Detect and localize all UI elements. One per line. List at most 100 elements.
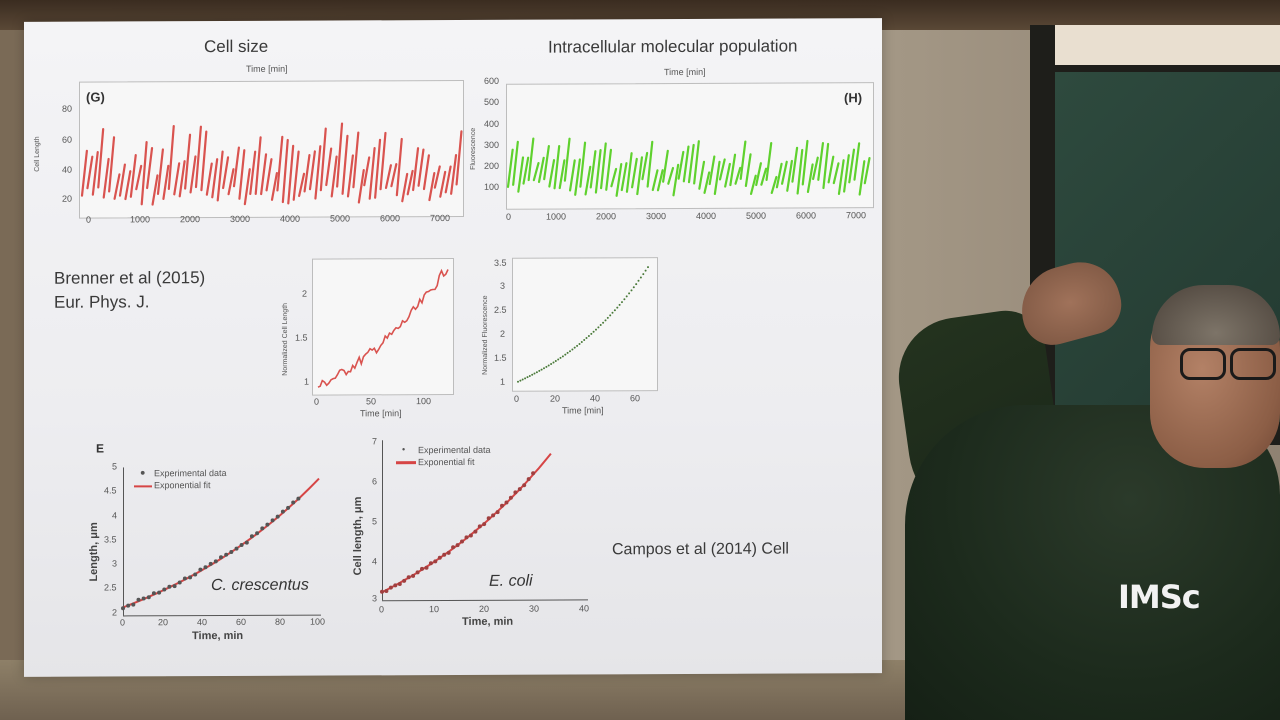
- normalized-fluorescence-points-point: [639, 276, 642, 279]
- red-growth-cycle-segment: [314, 145, 322, 200]
- panel-h-xtick: 5000: [746, 210, 767, 221]
- green-growth-cycle-segment: [506, 148, 514, 188]
- reference-brenner-journal: Eur. Phys. J.: [54, 292, 150, 312]
- panel-g-xtick: 5000: [330, 213, 351, 224]
- green-growth-cycle-segment: [693, 140, 700, 185]
- ecoli-point: [446, 550, 451, 555]
- inset-fluor-xlabel: Time [min]: [562, 405, 604, 416]
- red-growth-cycle-segment: [455, 130, 463, 186]
- ecoli-point: [415, 570, 420, 575]
- red-growth-cycle-segment: [270, 171, 278, 201]
- green-growth-cycle-segment: [620, 162, 628, 192]
- crescentus-point: [203, 565, 208, 570]
- red-growth-cycle-segment: [108, 136, 116, 193]
- green-growth-cycle-segment: [734, 166, 742, 185]
- red-growth-cycle-segment: [276, 135, 284, 192]
- crescentus-point: [208, 561, 213, 566]
- panel-g-xtick: 6000: [380, 213, 401, 224]
- projected-slide: Cell size Intracellular molecular popula…: [24, 18, 882, 677]
- glasses-left-lens: [1180, 348, 1226, 380]
- normalized-fluorescence-points-point: [647, 266, 649, 269]
- red-growth-cycle-segment: [194, 125, 202, 189]
- panel-ecoli-ytick: 4: [372, 556, 378, 567]
- ecoli-point: [517, 487, 522, 492]
- crescentus: [121, 477, 320, 611]
- green-growth-cycle-segment: [817, 141, 825, 181]
- green-growth-cycle-segment: [537, 156, 545, 184]
- red-growth-cycle-segment: [238, 149, 246, 200]
- normalized-fluorescence-points-point: [524, 377, 527, 380]
- normalized-fluorescence-points-point: [564, 353, 567, 356]
- green-growth-cycle-segment: [749, 174, 757, 196]
- green-growth-cycle-segment: [615, 163, 623, 197]
- green-growth-cycle-segment: [801, 139, 809, 186]
- normalized-fluorescence-points-point: [538, 369, 541, 372]
- normalized-fluorescence-points-point: [569, 350, 571, 353]
- crescentus-point: [198, 567, 203, 572]
- panel-h-ytick: 100: [484, 181, 500, 192]
- green-growth-cycle-segment: [832, 162, 840, 185]
- reference-brenner-authors: Brenner et al (2015): [54, 268, 206, 288]
- green-growth-cycle-segment: [858, 160, 866, 196]
- red-growth-cycle-segment: [162, 164, 170, 200]
- red-growth-cycle-segment: [406, 169, 414, 196]
- panel-ecoli-xlabel: Time, min: [462, 615, 514, 628]
- green-growth-cycle-segment: [713, 160, 721, 196]
- crescentus-point: [167, 584, 172, 589]
- ecoli-point: [477, 524, 482, 529]
- normalized-fluorescence-points-point: [571, 348, 574, 351]
- cell-size-title: Cell size: [204, 36, 269, 57]
- red-growth-cycle-segment: [118, 163, 126, 197]
- inset-length-ytick: 1.5: [295, 332, 308, 343]
- ecoli-point: [513, 490, 518, 495]
- panel-e-ytick: 2.5: [104, 582, 117, 593]
- panel-ecoli-ytick: 6: [372, 476, 378, 487]
- green-growth-cycle-segment: [718, 158, 726, 181]
- normalized-fluorescence-points-point: [576, 344, 579, 347]
- panel-e-xtick: 20: [158, 617, 169, 628]
- normalized-fluorescence-points-point: [632, 286, 635, 289]
- green-growth-cycle-segment: [770, 175, 778, 195]
- panel-ecoli-ytick: 3: [372, 593, 378, 604]
- green-growth-cycle-segment: [558, 159, 566, 190]
- panel-g-xtick: 1000: [130, 214, 151, 225]
- crescentus-point: [162, 587, 167, 592]
- crescentus-point: [239, 543, 244, 548]
- wall-light-patch: [1055, 25, 1280, 65]
- red-growth-cycle-segment: [368, 146, 376, 200]
- normalized-fluorescence-points-point: [517, 380, 519, 383]
- normalized-fluorescence-points-point: [621, 301, 623, 304]
- crescentus-point: [136, 597, 141, 602]
- green-growth-cycle-segment: [584, 165, 592, 196]
- panel-h-xtick: 0: [506, 211, 512, 222]
- red-growth-cycle-segment: [450, 154, 458, 195]
- glasses-right-lens: [1230, 348, 1276, 380]
- red-growth-cycle-segment: [184, 133, 192, 190]
- red-growth-cycle-segment: [363, 156, 371, 187]
- green-growth-cycle-segment: [744, 153, 752, 188]
- imsc-watermark: IMSc: [1118, 578, 1201, 616]
- inset-length-xlabel: Time [min]: [360, 408, 402, 419]
- red-growth-cycle-segment: [298, 172, 306, 198]
- red-growth-cycle-segment: [444, 165, 452, 194]
- crescentus-fit: [122, 477, 320, 609]
- panel-ecoli-xtick: 30: [529, 603, 540, 614]
- crescentus-point: [255, 531, 260, 536]
- normalized-fluorescence-points-point: [625, 295, 628, 298]
- green-growth-cycle-segment: [631, 157, 638, 189]
- panel-g-xtick: 2000: [180, 214, 201, 225]
- panel-e-crescentus-chart: E ● Experimental data Exponential fit Le…: [24, 18, 882, 643]
- ecoli-point: [442, 552, 447, 557]
- ecoli-point: [380, 589, 384, 594]
- crescentus-point: [260, 526, 265, 531]
- normalized-length-curve: [317, 268, 449, 388]
- normalized-fluorescence-points-point: [531, 373, 534, 376]
- green-growth-cycle-segment: [806, 163, 814, 193]
- red-growth-cycle-segment: [243, 168, 251, 206]
- red-growth-cycle-segment: [395, 137, 403, 197]
- red-growth-cycle-segment: [325, 147, 333, 187]
- ecoli-point: [486, 516, 491, 521]
- green-growth-cycle-segment: [765, 141, 773, 182]
- inset-fluor-ytick: 3: [500, 280, 506, 291]
- green-growth-cycle-segment: [574, 158, 581, 196]
